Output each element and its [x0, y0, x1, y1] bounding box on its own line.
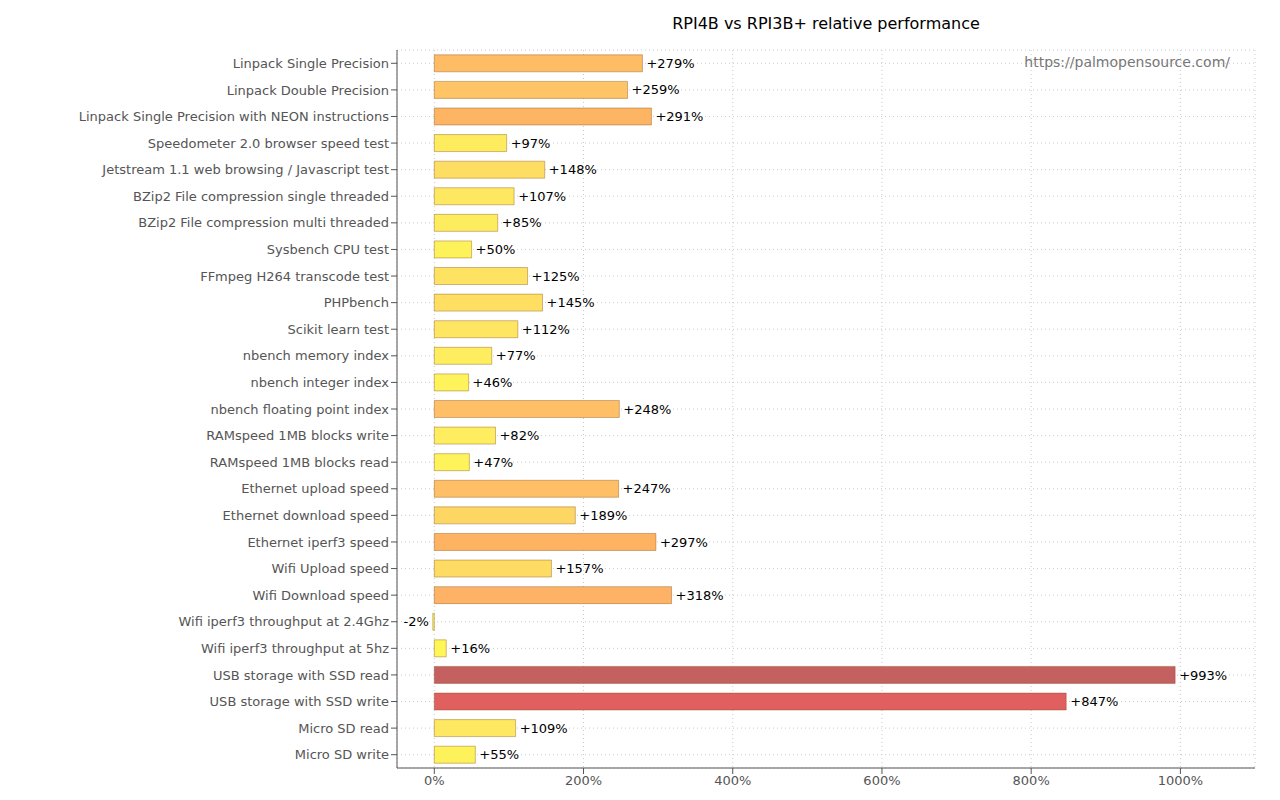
svg-text:800%: 800%	[1013, 773, 1050, 788]
svg-text:Micro SD read: Micro SD read	[298, 721, 389, 736]
svg-text:+50%: +50%	[476, 242, 516, 257]
svg-text:Sysbench CPU test: Sysbench CPU test	[267, 242, 389, 257]
svg-text:+16%: +16%	[450, 641, 490, 656]
svg-text:Ethernet download speed: Ethernet download speed	[223, 508, 389, 523]
svg-text:+125%: +125%	[532, 269, 580, 284]
svg-text:Linpack Single Precision with: Linpack Single Precision with NEON instr…	[79, 109, 389, 124]
svg-text:RAMspeed 1MB blocks write: RAMspeed 1MB blocks write	[206, 428, 389, 443]
svg-text:+279%: +279%	[646, 56, 694, 71]
svg-text:-2%: -2%	[403, 614, 428, 629]
svg-text:Wifi iperf3 throughput at 5hz: Wifi iperf3 throughput at 5hz	[201, 641, 389, 656]
svg-text:+297%: +297%	[660, 535, 708, 550]
svg-text:+55%: +55%	[479, 747, 519, 762]
svg-text:+47%: +47%	[473, 455, 513, 470]
svg-text:+847%: +847%	[1070, 694, 1118, 709]
svg-text:USB storage with SSD write: USB storage with SSD write	[210, 694, 389, 709]
html-text:https://palmopensource.com/: https://palmopensource.com/	[1024, 54, 1230, 70]
svg-text:Ethernet upload speed: Ethernet upload speed	[241, 481, 389, 496]
svg-text:USB storage with SSD read: USB storage with SSD read	[213, 668, 389, 683]
svg-text:+109%: +109%	[520, 721, 568, 736]
svg-text:Scikit learn test: Scikit learn test	[288, 322, 389, 337]
svg-text:+97%: +97%	[511, 136, 551, 151]
svg-text:+157%: +157%	[555, 561, 603, 576]
svg-text:nbench memory index: nbench memory index	[243, 348, 390, 363]
svg-text:600%: 600%	[863, 773, 900, 788]
svg-text:Jetstream 1.1 web browsing / J: Jetstream 1.1 web browsing / Javascript …	[101, 162, 389, 177]
svg-text:Speedometer 2.0 browser speed: Speedometer 2.0 browser speed test	[148, 136, 389, 151]
svg-text:RAMspeed 1MB blocks read: RAMspeed 1MB blocks read	[210, 455, 389, 470]
html-text:RPI4B vs RPI3B+ relative perfo: RPI4B vs RPI3B+ relative performance	[672, 14, 980, 33]
svg-text:Ethernet iperf3 speed: Ethernet iperf3 speed	[247, 535, 389, 550]
svg-text:200%: 200%	[565, 773, 602, 788]
svg-text:Linpack Single Precision: Linpack Single Precision	[233, 56, 389, 71]
svg-text:Wifi Download speed: Wifi Download speed	[252, 588, 389, 603]
svg-text:Wifi Upload speed: Wifi Upload speed	[272, 561, 389, 576]
svg-text:+85%: +85%	[502, 215, 542, 230]
svg-text:+291%: +291%	[655, 109, 703, 124]
svg-text:+107%: +107%	[518, 189, 566, 204]
svg-text:+993%: +993%	[1179, 668, 1227, 683]
svg-text:+145%: +145%	[546, 295, 594, 310]
svg-text:400%: 400%	[714, 773, 751, 788]
svg-text:BZip2 File compression multi t: BZip2 File compression multi threaded	[138, 215, 389, 230]
svg-text:+248%: +248%	[623, 402, 671, 417]
svg-text:+112%: +112%	[522, 322, 570, 337]
svg-text:+247%: +247%	[623, 481, 671, 496]
svg-text:Micro SD write: Micro SD write	[295, 747, 389, 762]
svg-text:PHPbench: PHPbench	[324, 295, 389, 310]
svg-text:0%: 0%	[424, 773, 445, 788]
svg-text:nbench integer index: nbench integer index	[251, 375, 390, 390]
svg-text:+77%: +77%	[496, 348, 536, 363]
svg-text:+148%: +148%	[549, 162, 597, 177]
svg-text:+259%: +259%	[632, 82, 680, 97]
svg-text:FFmpeg H264 transcode test: FFmpeg H264 transcode test	[200, 269, 389, 284]
svg-text:+82%: +82%	[499, 428, 539, 443]
svg-text:1000%: 1000%	[1158, 773, 1203, 788]
svg-text:+189%: +189%	[579, 508, 627, 523]
svg-text:Linpack Double Precision: Linpack Double Precision	[227, 83, 389, 98]
svg-text:BZip2 File compression single: BZip2 File compression single threaded	[133, 189, 389, 204]
svg-text:Wifi iperf3 throughput at 2.4G: Wifi iperf3 throughput at 2.4Ghz	[179, 614, 390, 629]
svg-text:+318%: +318%	[676, 588, 724, 603]
svg-text:nbench floating point index: nbench floating point index	[210, 402, 389, 417]
svg-text:+46%: +46%	[473, 375, 513, 390]
